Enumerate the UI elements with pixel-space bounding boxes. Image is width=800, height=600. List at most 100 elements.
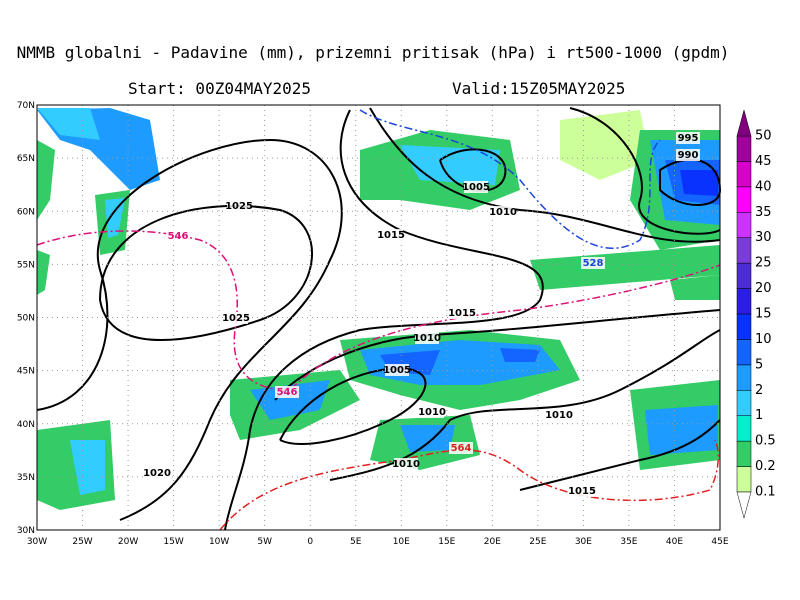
contour-label: 1015 xyxy=(448,308,476,319)
colorbar-box xyxy=(736,186,752,213)
contour-label-bg xyxy=(224,312,248,324)
contour-label: 995 xyxy=(678,133,699,144)
contour-label: 990 xyxy=(678,150,699,161)
colorbar-under xyxy=(736,491,752,519)
colorbar-label: 40 xyxy=(755,179,772,194)
lat-label: 40N xyxy=(17,420,35,430)
contour-label-bg xyxy=(415,332,439,344)
contour-label-bg xyxy=(547,409,571,421)
contour-label-bg xyxy=(581,257,605,269)
colorbar-label: 0.2 xyxy=(755,459,776,474)
colorbar-label: 15 xyxy=(755,307,772,322)
contour-label: 1010 xyxy=(418,407,446,418)
colorbar-label: 0.1 xyxy=(755,485,776,500)
colorbar-box xyxy=(736,466,752,493)
contour-label-bg xyxy=(491,206,515,218)
lon-label: 40E xyxy=(666,537,683,547)
colorbar-label: 2 xyxy=(755,383,763,398)
colorbar-box xyxy=(736,415,752,442)
colorbar-over xyxy=(736,109,752,137)
lat-label: 50N xyxy=(17,314,35,324)
contour-label-bg xyxy=(379,229,403,241)
contour-label-bg xyxy=(450,307,474,319)
lat-label: 60N xyxy=(17,207,35,217)
colorbar-label: 50 xyxy=(755,129,772,144)
colorbar-label: 1 xyxy=(755,408,763,423)
contour-label-bg xyxy=(275,386,299,398)
lon-label: 20E xyxy=(484,537,501,547)
contour-label: 564 xyxy=(451,443,472,454)
colorbar-box xyxy=(736,262,752,289)
contour-label-bg xyxy=(420,406,444,418)
contour-label: 528 xyxy=(583,258,604,269)
lat-label: 70N xyxy=(17,101,35,111)
lon-label: 20W xyxy=(118,537,138,547)
colorbar-label: 0.5 xyxy=(755,434,776,449)
valid-time: Valid:15Z05MAY2025 xyxy=(452,79,625,98)
contour-label: 1025 xyxy=(225,201,253,212)
contour-label-bg xyxy=(145,467,169,479)
colorbar-box xyxy=(736,339,752,366)
lon-label: 5W xyxy=(257,537,272,547)
lat-label: 45N xyxy=(17,367,35,377)
map-frame xyxy=(36,104,721,531)
colorbar-label: 25 xyxy=(755,256,772,271)
contour-label-bg xyxy=(385,364,409,376)
colorbar-box xyxy=(736,364,752,391)
lon-label: 25E xyxy=(529,537,546,547)
title: NMMB globalni - Padavine (mm), prizemni … xyxy=(17,43,730,62)
colorbar-label: 5 xyxy=(755,357,763,372)
contour-label: 1005 xyxy=(462,182,490,193)
lon-label: 15W xyxy=(163,537,183,547)
lat-label: 55N xyxy=(17,260,35,270)
contour-label-bg xyxy=(394,458,418,470)
contour-label: 546 xyxy=(168,231,189,242)
contour-label-bg xyxy=(570,485,594,497)
colorbar-box xyxy=(736,237,752,264)
lon-label: 45E xyxy=(711,537,728,547)
contour-label: 1010 xyxy=(545,410,573,421)
lon-label: 0 xyxy=(307,537,313,547)
lat-label: 35N xyxy=(17,473,35,483)
colorbar-label: 45 xyxy=(755,154,772,169)
contour-label-bg xyxy=(166,230,190,242)
contour-label-bg xyxy=(676,149,700,161)
colorbar-box xyxy=(736,390,752,416)
contour-label-bg xyxy=(449,442,473,454)
colorbar-label: 30 xyxy=(755,230,772,245)
colorbar-box xyxy=(736,212,752,238)
colorbar-box xyxy=(736,161,752,188)
contour-label: 1020 xyxy=(143,468,171,479)
lon-label: 25W xyxy=(72,537,92,547)
contour-label: 1005 xyxy=(383,365,411,376)
colorbar-box xyxy=(736,135,752,162)
lon-label: 10W xyxy=(209,537,229,547)
contour-label: 1010 xyxy=(392,459,420,470)
lat-label: 65N xyxy=(17,154,35,164)
colorbar-label: 10 xyxy=(755,332,772,347)
contour-label: 1010 xyxy=(413,333,441,344)
contour-label: 546 xyxy=(277,387,298,398)
contour-label: 1010 xyxy=(489,207,517,218)
contour-label: 1015 xyxy=(377,230,405,241)
colorbar-box xyxy=(736,313,752,340)
lon-label: 30E xyxy=(575,537,592,547)
contour-label: 1025 xyxy=(222,313,250,324)
contour-label-bg xyxy=(676,132,700,144)
start-time: Start: 00Z04MAY2025 xyxy=(128,79,311,98)
contour-label-bg xyxy=(227,200,251,212)
colorbar-label: 35 xyxy=(755,205,772,220)
lon-label: 10E xyxy=(393,537,410,547)
lon-label: 15E xyxy=(438,537,455,547)
lat-label: 30N xyxy=(17,526,35,536)
contour-label-bg xyxy=(464,181,488,193)
colorbar-label: 20 xyxy=(755,281,772,296)
colorbar-box xyxy=(736,288,752,315)
precipitation xyxy=(37,108,720,510)
colorbar-box xyxy=(736,440,752,467)
lon-label: 30W xyxy=(27,537,47,547)
contour-label: 1015 xyxy=(568,486,596,497)
lon-label: 35E xyxy=(620,537,637,547)
lon-label: 5E xyxy=(350,537,362,547)
